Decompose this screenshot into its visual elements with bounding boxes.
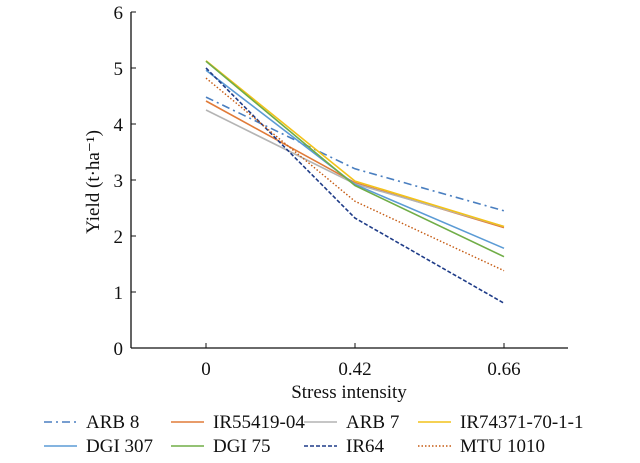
legend-label: IR64	[346, 436, 385, 457]
series-line-mtu-1010	[205, 77, 505, 272]
x-tick-label: 0.66	[487, 359, 520, 380]
series-line-ir64	[205, 67, 505, 304]
x-tick-label: 0.42	[338, 359, 371, 380]
y-tick-label: 3	[114, 171, 124, 192]
series-lines	[205, 60, 505, 304]
series-line-dgi-307	[205, 69, 505, 250]
y-tick-label: 4	[114, 115, 124, 136]
legend-label: IR74371-70-1-1	[460, 412, 583, 433]
y-tick-label: 6	[114, 3, 124, 24]
legend-label: MTU 1010	[460, 436, 545, 457]
series-line-dgi-75	[205, 60, 505, 258]
series-line-arb-8	[205, 96, 505, 212]
legend-label: DGI 307	[86, 436, 153, 457]
y-tick-label: 0	[114, 339, 124, 360]
x-tick-label: 0	[201, 359, 211, 380]
y-tick-label: 5	[114, 59, 124, 80]
legend-label: ARB 7	[346, 412, 399, 433]
axes: 0 1 2 3 4 5 6 0 0.42 0.66	[114, 3, 568, 380]
y-tick-label: 2	[114, 227, 124, 248]
y-axis-title: Yield (t·ha⁻¹)	[83, 130, 104, 234]
series-line-ir55419-04	[205, 100, 505, 229]
x-axis-title: Stress intensity	[291, 382, 407, 403]
legend-label: DGI 75	[213, 436, 271, 457]
legend-label: ARB 8	[86, 412, 139, 433]
series-line-ir74371-70-1-1	[205, 60, 505, 228]
legend: ARB 8 IR55419-04 ARB 7 IR74371-70-1-1 DGI 30…	[44, 412, 583, 457]
legend-label: IR55419-04	[213, 412, 305, 433]
y-tick-label: 1	[114, 283, 124, 304]
